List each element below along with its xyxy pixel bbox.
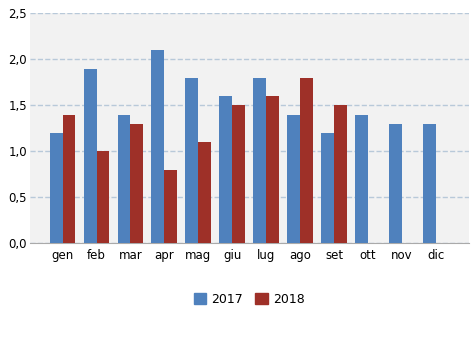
Bar [232, 105, 245, 244]
Bar [117, 114, 130, 244]
Bar [198, 142, 211, 244]
Bar [354, 114, 367, 244]
Bar [299, 78, 312, 244]
Bar [50, 133, 62, 244]
Bar [333, 105, 346, 244]
Bar [62, 114, 75, 244]
Bar [266, 96, 278, 244]
Bar [151, 50, 164, 244]
Legend: 2017, 2018: 2017, 2018 [188, 288, 309, 311]
Bar [253, 78, 266, 244]
Bar [320, 133, 333, 244]
Bar [96, 151, 109, 244]
Bar [388, 124, 401, 244]
Bar [422, 124, 435, 244]
Bar [164, 170, 177, 244]
Bar [287, 114, 299, 244]
Bar [185, 78, 198, 244]
Bar [83, 68, 96, 244]
Bar [130, 124, 143, 244]
Bar [219, 96, 232, 244]
